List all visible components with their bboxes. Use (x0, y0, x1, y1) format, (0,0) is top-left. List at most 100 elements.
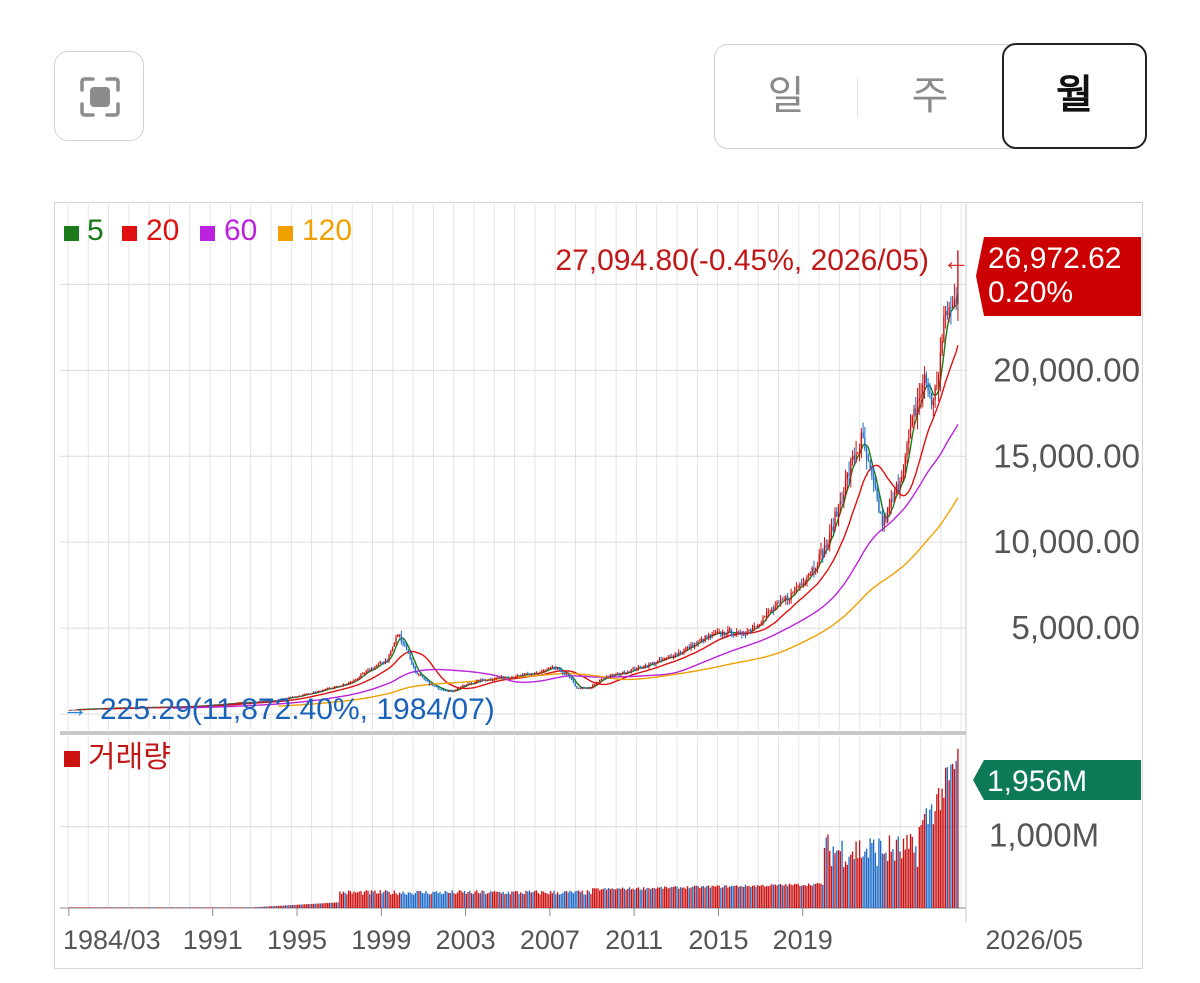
candle-body (853, 455, 856, 461)
candle-body (537, 672, 539, 674)
volume-bar (916, 866, 919, 908)
candle-body (160, 707, 162, 709)
time-tick-label: 2015 (688, 925, 748, 955)
candle-body (114, 708, 116, 710)
volume-bar (367, 890, 369, 908)
volume-bar (483, 891, 485, 908)
candle-body (260, 701, 262, 703)
candle-body (888, 506, 891, 509)
volume-bar (528, 890, 531, 908)
volume-bar (923, 813, 926, 908)
volume-bar (369, 894, 371, 908)
candle-body (811, 567, 813, 575)
volume-bar (221, 907, 223, 908)
candle-body (117, 707, 120, 709)
candle-body (858, 448, 861, 453)
candle-body (634, 668, 636, 671)
volume-bar (953, 769, 956, 908)
volume-bar (70, 907, 72, 908)
volume-bar (760, 885, 762, 908)
candle-body (441, 688, 443, 690)
volume-bar (154, 907, 157, 908)
candle-body (721, 631, 724, 636)
candle-body (272, 700, 274, 702)
volume-bar (121, 907, 123, 908)
candle-body (781, 599, 784, 601)
candle-body (604, 678, 606, 680)
screenshot-capture-icon (80, 77, 120, 117)
candle-body (175, 706, 178, 708)
volume-bar (383, 891, 385, 908)
volume-bar (674, 886, 676, 908)
candle-body (81, 709, 83, 711)
candle-body (455, 689, 457, 691)
candle-body (244, 702, 246, 704)
candle-body (851, 455, 854, 460)
volume-bar (721, 887, 724, 908)
candle-body (421, 675, 424, 678)
price-tick-label: 20,000.00 (993, 351, 1140, 388)
price-chart[interactable]: 5,000.0010,000.0015,000.0020,000.0025,00… (54, 202, 1144, 970)
legend-label-ma120: 120 (302, 214, 352, 247)
candle-body (414, 666, 417, 672)
volume-bar (77, 907, 79, 908)
tab-daily[interactable]: 일 (767, 73, 805, 119)
volume-bar (929, 809, 931, 908)
volume-bar (783, 885, 785, 908)
candle-body (340, 685, 343, 687)
candle-body (212, 704, 215, 706)
current-price-tag: 26,972.62 0.20% (976, 237, 1141, 316)
volume-bar (939, 810, 942, 908)
screenshot-capture-button[interactable] (54, 51, 144, 141)
candle-body (923, 374, 926, 385)
volume-bar (98, 907, 101, 908)
candle-body (275, 700, 278, 702)
candle-body (476, 680, 478, 683)
ma60-line (173, 423, 959, 709)
candle-body (409, 652, 411, 659)
candle-body (449, 690, 452, 692)
volume-bar (333, 902, 336, 908)
volume-bar (488, 892, 490, 908)
candle-body (523, 674, 525, 676)
volume-bar (88, 907, 90, 908)
volume-bar (572, 893, 575, 908)
candle-body (263, 701, 266, 703)
candle-body (383, 662, 385, 664)
volume-bar (911, 836, 913, 908)
candle-body (558, 668, 561, 670)
candle-body (644, 665, 647, 668)
candle-body (196, 706, 199, 708)
volume-bar (365, 890, 367, 908)
candle-body (246, 702, 248, 704)
volume-bar (137, 907, 139, 908)
volume-bar (116, 907, 118, 908)
candle-body (714, 633, 717, 635)
volume-bar (86, 907, 88, 908)
candle-body (319, 690, 322, 692)
candle-body (939, 353, 942, 375)
volume-bar (100, 907, 102, 908)
candle-body (355, 679, 357, 681)
candles (68, 250, 959, 712)
volume-bar (360, 891, 362, 908)
candle-body (88, 709, 90, 711)
volume-bar (769, 885, 771, 908)
volume-bar (196, 907, 199, 908)
candle-body (68, 710, 71, 712)
candle-body (177, 706, 180, 708)
volume-bar (149, 907, 151, 908)
volume-bar (404, 893, 406, 908)
volume-bar (409, 892, 411, 908)
volume-bar (455, 894, 457, 908)
candle-body (771, 608, 773, 612)
candle-body (764, 616, 766, 618)
volume-bar (390, 894, 392, 908)
candle-body (732, 634, 734, 636)
candle-body (397, 634, 399, 638)
candle-body (613, 674, 615, 676)
tab-monthly[interactable]: 월 (1002, 43, 1147, 149)
candle-body (774, 606, 776, 610)
tab-weekly[interactable]: 주 (911, 73, 949, 119)
candle-body (509, 678, 511, 680)
